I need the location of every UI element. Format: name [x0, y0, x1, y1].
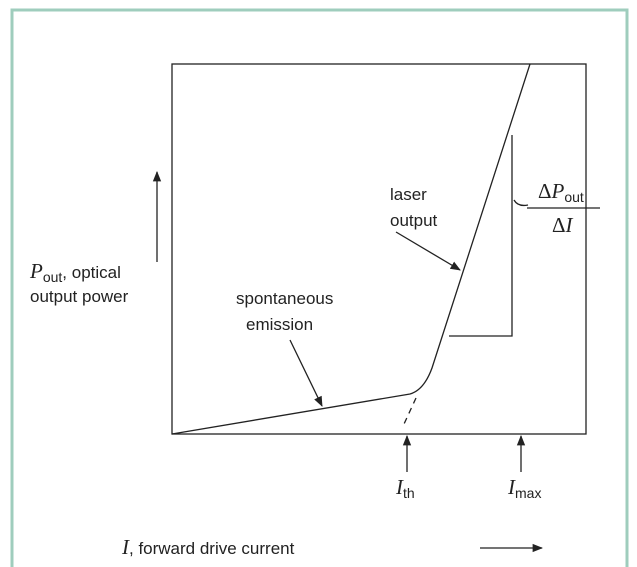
annotation: spontaneous — [236, 289, 333, 308]
spontaneous-pointer — [289, 339, 323, 407]
symbol: I — [565, 213, 574, 237]
subscript: out — [43, 269, 63, 285]
x-axis-label: I, forward drive current — [121, 535, 295, 559]
slope-pointer — [513, 199, 529, 207]
li-curve — [171, 63, 531, 435]
laser-pointer — [395, 231, 461, 271]
label-text: , optical — [62, 263, 121, 282]
symbol: I — [121, 535, 130, 559]
symbol: I — [507, 475, 516, 499]
marker-label: Ith — [395, 475, 415, 501]
symbol: P — [551, 179, 565, 203]
annotation: emission — [246, 315, 313, 334]
slope-triangle — [449, 135, 513, 337]
annotation: output — [390, 211, 438, 230]
y-axis-label-line2: output power — [30, 287, 129, 306]
symbol: P — [29, 259, 43, 283]
annotation: laser — [390, 185, 427, 204]
y-axis-label: Pout, optical — [29, 259, 121, 285]
delta: Δ — [552, 213, 566, 237]
slope-numerator: ΔPout — [538, 179, 584, 205]
subscript: out — [564, 189, 584, 205]
slope-denominator: ΔI — [552, 213, 574, 237]
marker-label: Imax — [507, 475, 541, 501]
subscript: th — [403, 485, 415, 501]
plot-box — [171, 63, 587, 435]
label-text: , forward drive current — [129, 539, 295, 558]
threshold-extension — [403, 397, 417, 425]
symbol: I — [395, 475, 404, 499]
delta: Δ — [538, 179, 552, 203]
frame — [10, 8, 629, 567]
subscript: max — [515, 485, 541, 501]
